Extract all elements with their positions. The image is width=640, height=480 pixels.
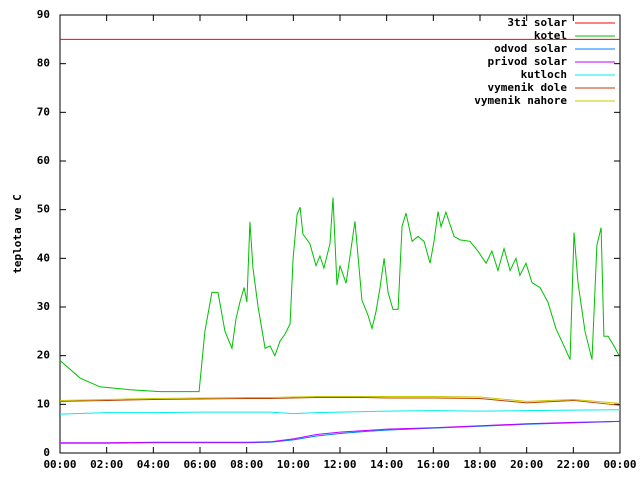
legend-label: vymenik nahore — [474, 94, 567, 107]
y-axis-label: teplota ve C — [11, 194, 24, 273]
legend-label: kutloch — [521, 68, 567, 81]
legend-label: privod solar — [488, 55, 568, 68]
x-tick-label: 12:00 — [323, 458, 356, 471]
y-tick-label: 80 — [37, 57, 50, 70]
x-tick-label: 18:00 — [463, 458, 496, 471]
legend-label: vymenik dole — [488, 81, 568, 94]
y-tick-label: 0 — [43, 446, 50, 459]
x-tick-label: 14:00 — [370, 458, 403, 471]
x-tick-label: 02:00 — [90, 458, 123, 471]
series-line — [59, 409, 621, 415]
y-tick-label: 60 — [37, 154, 50, 167]
y-tick-label: 10 — [37, 397, 50, 410]
x-tick-label: 20:00 — [510, 458, 543, 471]
y-tick-label: 40 — [37, 251, 50, 264]
series-line — [59, 197, 620, 393]
x-tick-label: 08:00 — [230, 458, 263, 471]
x-tick-label: 06:00 — [183, 458, 216, 471]
y-tick-label: 20 — [37, 349, 50, 362]
x-tick-label: 00:00 — [603, 458, 636, 471]
y-tick-label: 50 — [37, 203, 50, 216]
x-tick-label: 04:00 — [137, 458, 170, 471]
x-tick-label: 00:00 — [43, 458, 76, 471]
series-line — [59, 396, 621, 404]
series-line — [60, 420, 621, 444]
y-tick-label: 30 — [37, 300, 50, 313]
y-tick-label: 70 — [37, 105, 50, 118]
x-tick-label: 22:00 — [557, 458, 590, 471]
x-tick-label: 10:00 — [277, 458, 310, 471]
series-line — [59, 397, 621, 406]
legend-label: kotel — [534, 29, 567, 42]
y-tick-label: 90 — [37, 8, 50, 21]
legend-label: 3ti solar — [507, 16, 567, 29]
x-tick-label: 16:00 — [417, 458, 450, 471]
legend-label: odvod solar — [494, 42, 567, 55]
